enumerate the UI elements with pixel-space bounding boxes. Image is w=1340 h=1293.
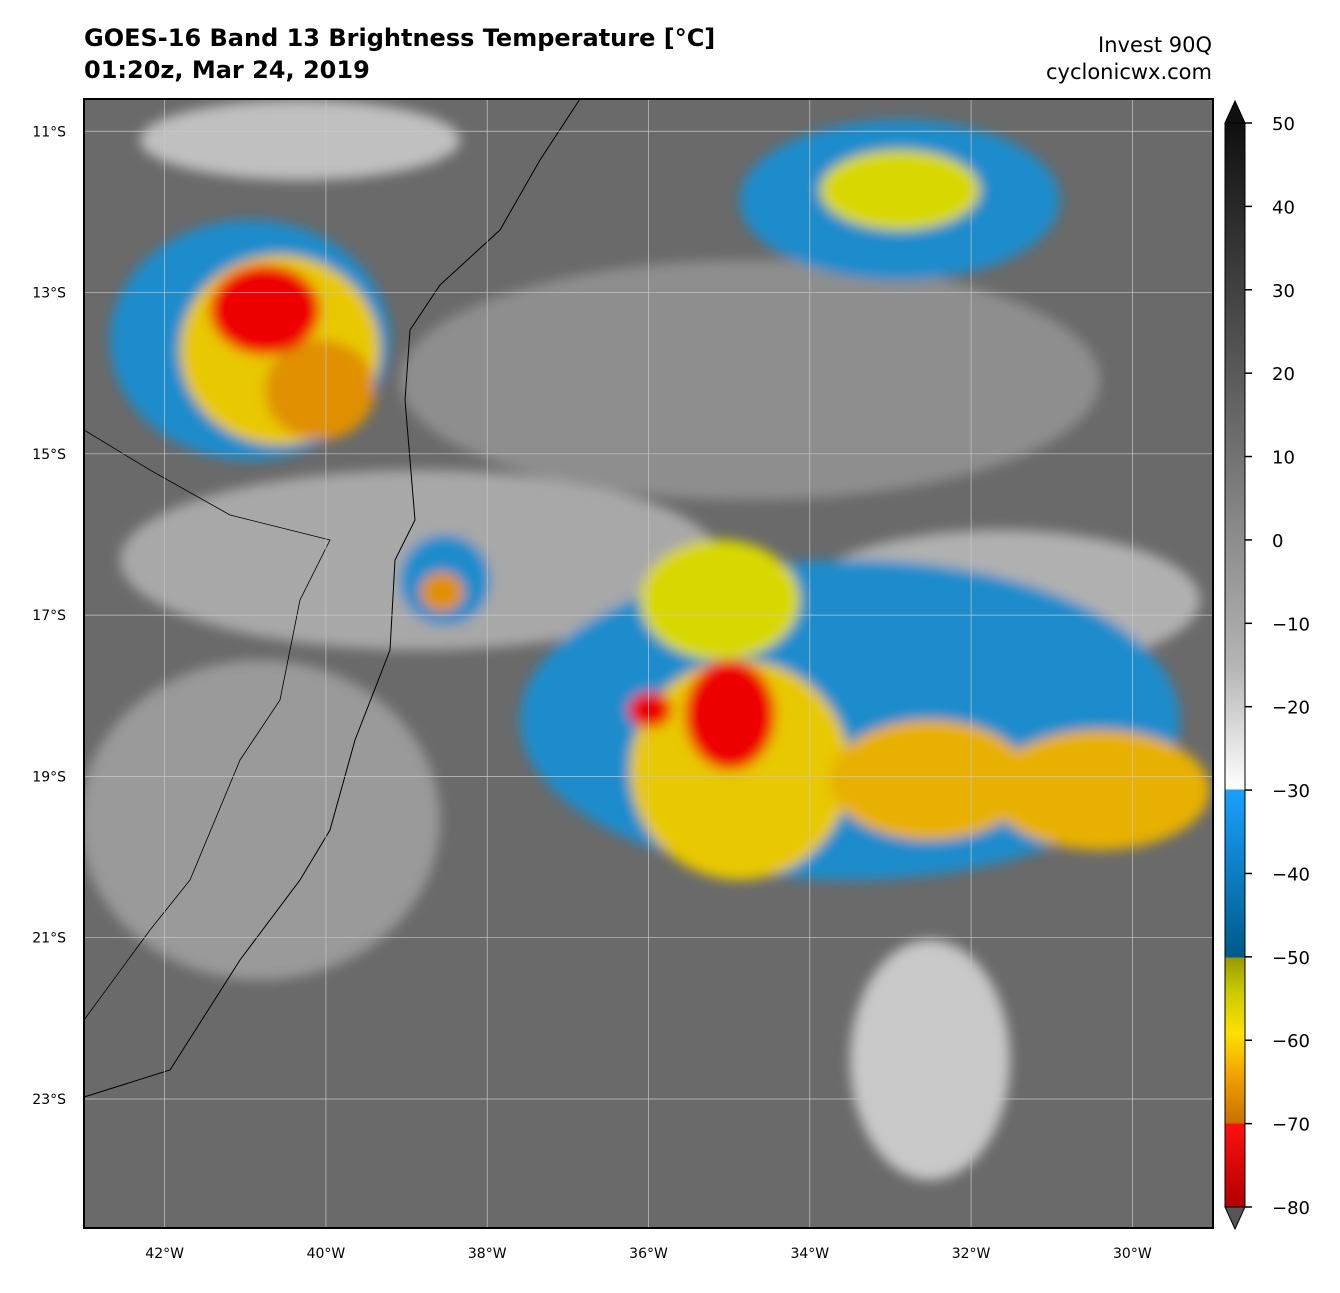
y-tick-label: 13°S [32,286,66,302]
colorbar-tick-label: −10 [1272,614,1310,635]
colorbar-tick-label: −50 [1272,948,1310,969]
colorbar-tick-label: 20 [1272,364,1295,385]
colorbar-tick-label: −80 [1272,1198,1310,1219]
y-tick-label: 19°S [32,769,66,785]
colorbar-extend-bottom [1224,1206,1246,1231]
x-tick-label: 32°W [952,1246,991,1262]
colorbar-tick-label: −60 [1272,1031,1310,1052]
grid [84,99,1213,1228]
colorbar-tick-label: −20 [1272,698,1310,719]
x-tick-label: 42°W [145,1246,184,1262]
colorbar-tick-label: 10 [1272,448,1295,469]
x-tick-label: 38°W [468,1246,507,1262]
y-tick-label: 11°S [32,124,66,140]
colorbar-tick-label: −30 [1272,781,1310,802]
satellite-image [84,99,1213,1228]
title: GOES-16 Band 13 Brightness Temperature [… [84,24,715,52]
x-tick-label: 40°W [307,1246,346,1262]
colorbar-tick-label: −70 [1272,1115,1310,1136]
colorbar-tick-label: 50 [1272,114,1295,135]
y-tick-label: 15°S [32,447,66,463]
colorbar-tick-label: −40 [1272,864,1310,885]
x-tick-label: 36°W [629,1246,668,1262]
source: cyclonicwx.com [1046,60,1212,84]
y-tick-label: 23°S [32,1092,66,1108]
colorbar-extend-top [1224,99,1246,124]
y-tick-label: 17°S [32,608,66,624]
colorbar-tick-label: 0 [1272,531,1283,552]
colorbar-tick-label: 40 [1272,197,1295,218]
y-tick-label: 21°S [32,931,66,947]
colorbar [1225,123,1245,1207]
x-tick-label: 34°W [790,1246,829,1262]
map-frame [83,98,1214,1229]
colorbar-frame [1224,122,1246,1208]
subtitle: 01:20z, Mar 24, 2019 [84,56,370,84]
storm-name: Invest 90Q [1098,33,1212,57]
colorbar-tick-label: 30 [1272,281,1295,302]
x-tick-label: 30°W [1113,1246,1152,1262]
